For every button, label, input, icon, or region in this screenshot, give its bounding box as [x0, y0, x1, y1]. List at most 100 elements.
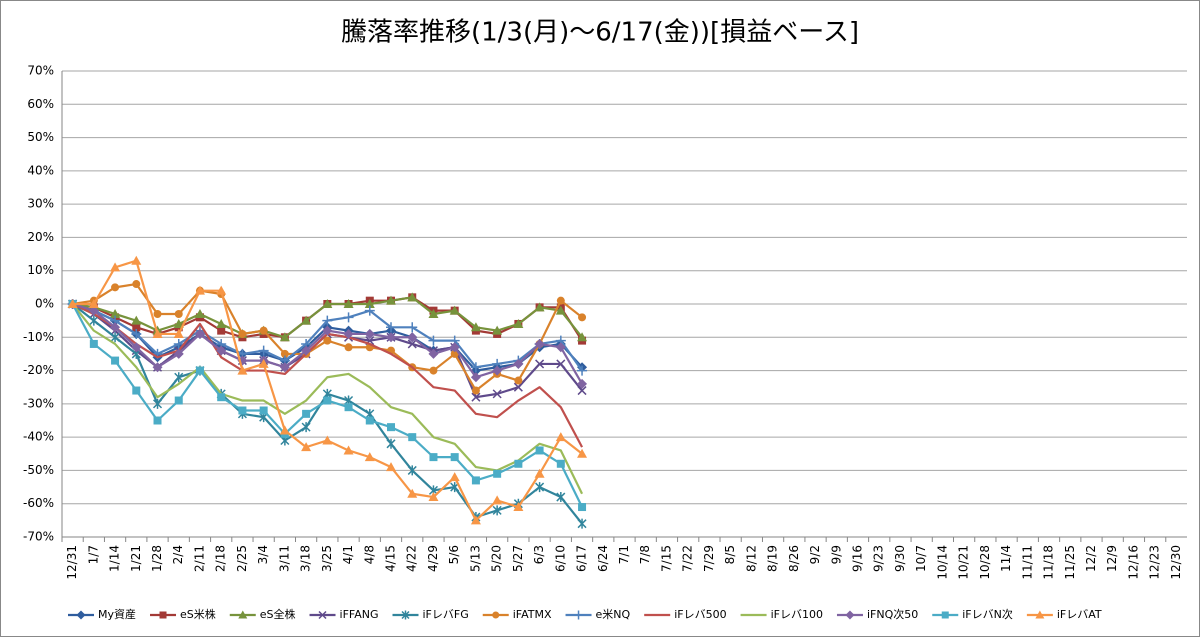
x-tick-label: 1/7 — [86, 545, 100, 564]
marker — [574, 610, 584, 620]
marker — [555, 342, 566, 353]
marker — [238, 329, 247, 338]
marker — [513, 382, 523, 392]
x-tick-label: 1/28 — [150, 545, 164, 572]
marker — [387, 423, 396, 432]
marker — [343, 445, 354, 455]
x-tick-label: 8/12 — [744, 545, 758, 572]
x-tick-label: 9/16 — [850, 545, 864, 572]
marker — [386, 322, 397, 333]
marker — [132, 386, 141, 395]
legend-label: iFレバ500 — [674, 608, 726, 621]
marker — [555, 432, 566, 442]
marker — [174, 309, 183, 318]
x-tick-label: 7/29 — [702, 545, 716, 572]
marker — [131, 255, 142, 265]
x-tick-label: 2/11 — [192, 545, 206, 572]
marker — [492, 365, 503, 376]
marker — [407, 332, 418, 343]
x-tick-label: 12/2 — [1084, 545, 1098, 572]
x-tick-label: 3/11 — [277, 545, 291, 572]
marker — [364, 305, 375, 316]
x-tick-label: 7/22 — [681, 545, 695, 572]
marker — [428, 308, 439, 318]
marker — [89, 315, 99, 326]
marker — [344, 343, 353, 352]
legend-label: My資産 — [98, 608, 136, 621]
marker — [89, 339, 98, 348]
marker — [556, 296, 565, 305]
marker — [534, 468, 545, 478]
x-tick-label: 10/28 — [978, 545, 992, 580]
x-tick-label: 5/13 — [468, 545, 482, 572]
marker — [238, 406, 247, 415]
marker — [173, 338, 184, 349]
marker — [364, 328, 375, 339]
x-tick-label: 11/11 — [1020, 545, 1034, 580]
y-tick-label: -30% — [23, 396, 54, 410]
x-tick-label: 2/25 — [235, 545, 249, 572]
marker — [323, 336, 332, 345]
marker — [513, 502, 524, 512]
x-tick-label: 1/21 — [129, 545, 143, 572]
marker — [132, 323, 141, 332]
y-tick-label: -40% — [23, 430, 54, 444]
x-tick-label: 4/8 — [362, 545, 376, 564]
marker — [258, 345, 269, 356]
marker — [318, 610, 327, 620]
x-tick-label: 4/29 — [426, 545, 440, 572]
marker — [323, 396, 332, 405]
marker — [322, 299, 333, 308]
x-tick-label: 4/22 — [405, 545, 419, 572]
marker — [577, 378, 588, 389]
x-tick-label: 2/4 — [171, 545, 185, 564]
y-tick-label: 50% — [27, 130, 54, 144]
marker — [407, 322, 418, 333]
marker — [110, 262, 121, 272]
marker — [941, 611, 949, 619]
y-tick-label: -10% — [23, 330, 54, 344]
x-tick-label: 4/1 — [341, 545, 355, 564]
marker — [470, 362, 481, 373]
chart-title: 騰落率推移(1/3(月)～6/17(金))[損益ベース] — [341, 18, 859, 48]
x-tick-label: 12/23 — [1148, 545, 1162, 580]
x-tick-label: 3/18 — [299, 545, 313, 572]
marker — [386, 332, 397, 343]
marker — [407, 339, 417, 349]
marker — [514, 376, 523, 385]
legend-label: iFFANG — [340, 608, 379, 621]
marker — [173, 318, 184, 328]
x-tick-label: 11/18 — [1042, 545, 1056, 580]
marker — [471, 392, 481, 402]
marker — [534, 302, 545, 312]
marker — [449, 305, 460, 315]
marker — [555, 305, 566, 315]
y-tick-label: 70% — [27, 64, 54, 78]
marker — [159, 611, 167, 619]
marker — [343, 299, 354, 308]
marker — [88, 299, 99, 308]
marker — [153, 309, 162, 318]
marker — [513, 358, 524, 369]
marker — [174, 372, 184, 383]
y-tick-label: 0% — [35, 297, 54, 311]
y-tick-label: -60% — [23, 496, 54, 510]
marker — [279, 362, 290, 373]
x-tick-label: 3/4 — [256, 545, 270, 564]
marker — [301, 442, 312, 452]
marker — [428, 492, 439, 502]
marker — [492, 325, 503, 335]
x-tick-label: 7/8 — [638, 545, 652, 564]
marker — [577, 448, 588, 458]
marker — [471, 386, 480, 395]
marker — [217, 393, 226, 402]
marker — [492, 611, 500, 619]
y-tick-label: -70% — [23, 530, 54, 544]
marker — [556, 492, 566, 503]
marker — [493, 469, 502, 478]
marker — [408, 433, 417, 442]
marker — [535, 446, 544, 455]
x-tick-label: 6/10 — [553, 545, 567, 572]
x-tick-label: 12/31 — [65, 545, 79, 580]
